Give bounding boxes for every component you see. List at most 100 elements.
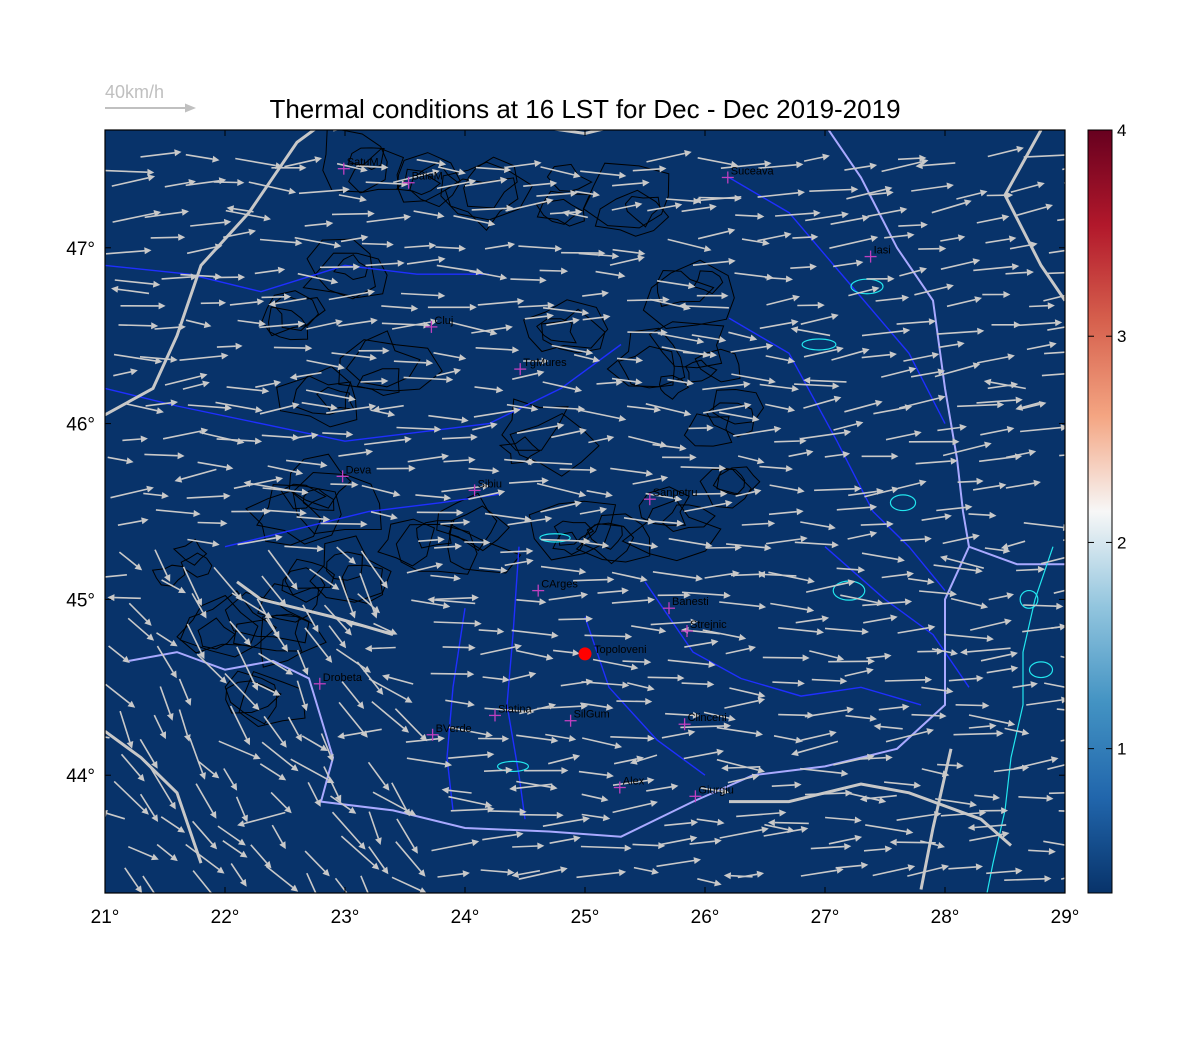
- wind-vector-shaft: [984, 547, 1004, 552]
- wind-vector-shaft: [803, 156, 824, 162]
- wind-vector-head: [851, 186, 859, 193]
- wind-vector-head: [458, 244, 466, 252]
- wind-vector: [296, 680, 308, 712]
- wind-vector: [516, 598, 547, 606]
- wind-vector-shaft: [484, 244, 509, 250]
- wind-vector: [705, 544, 742, 551]
- wind-vector: [1009, 241, 1038, 250]
- wind-vector: [508, 477, 549, 485]
- wind-vector-shaft: [261, 296, 285, 299]
- wind-vector: [921, 686, 954, 695]
- wind-vector-shaft: [586, 490, 607, 496]
- wind-vector: [1023, 602, 1064, 610]
- wind-vector: [1040, 556, 1065, 565]
- wind-vector-head: [147, 174, 156, 182]
- wind-vector-head: [225, 463, 234, 471]
- wind-vector: [468, 467, 500, 475]
- wind-vector-shaft: [139, 738, 155, 764]
- wind-vector-head: [170, 355, 178, 363]
- wind-vector: [443, 456, 476, 464]
- wind-vector: [1013, 756, 1059, 770]
- wind-vector: [588, 435, 615, 444]
- wind-vector: [976, 214, 1010, 224]
- wind-vector: [848, 286, 880, 297]
- wind-vector-head: [214, 243, 223, 251]
- wind-vector-shaft: [365, 262, 398, 267]
- wind-vector: [688, 424, 714, 432]
- wind-vector: [430, 574, 461, 582]
- wind-vector: [305, 389, 356, 402]
- wind-vector: [107, 594, 141, 602]
- wind-vector: [433, 352, 467, 361]
- wind-vector-shaft: [1005, 482, 1035, 489]
- wind-vector-head: [703, 245, 712, 252]
- wind-vector: [884, 781, 921, 789]
- wind-vector: [986, 665, 1019, 674]
- wind-vector-shaft: [340, 835, 375, 866]
- wind-vector-shaft: [1043, 294, 1065, 302]
- contour-line: [224, 670, 278, 725]
- wind-vector-head: [238, 273, 246, 281]
- wind-vector-head: [524, 458, 532, 466]
- wind-vector-head: [151, 322, 159, 330]
- wind-vector-head: [264, 860, 272, 869]
- wind-vector: [765, 355, 796, 364]
- wind-vector-head: [908, 366, 917, 374]
- wind-vector: [124, 867, 143, 893]
- wind-vector-head: [353, 263, 361, 271]
- wind-vector-head: [645, 698, 653, 705]
- wind-vector-head: [1000, 543, 1009, 550]
- wind-vector-shaft: [296, 516, 324, 520]
- wind-vector: [977, 353, 1015, 364]
- wind-vector-head: [137, 773, 145, 782]
- country-border-line: [105, 130, 317, 417]
- wind-vector-shaft: [840, 594, 878, 604]
- wind-vector: [719, 826, 769, 839]
- wind-vector-shaft: [225, 209, 265, 219]
- wind-vector-head: [107, 594, 115, 602]
- wind-vector-head: [905, 828, 914, 836]
- wind-vector: [734, 272, 774, 281]
- wind-vector: [724, 697, 766, 709]
- wind-vector: [622, 658, 652, 666]
- wind-vector-head: [435, 562, 444, 569]
- wind-vector-shaft: [482, 676, 503, 681]
- wind-vector-head: [561, 767, 569, 775]
- wind-vector: [562, 210, 588, 219]
- river-line: [728, 317, 946, 592]
- wind-vector-shaft: [1026, 699, 1062, 706]
- station-marker: Deva: [336, 464, 372, 483]
- wind-vector: [473, 407, 521, 418]
- wind-vector-shaft: [757, 192, 799, 198]
- wind-vector: [236, 646, 258, 691]
- wind-vector: [759, 383, 799, 392]
- wind-vector-shaft: [360, 550, 385, 584]
- wind-vector-shaft: [881, 369, 910, 378]
- wind-vector-head: [319, 906, 325, 914]
- wind-vector-shaft: [1023, 154, 1065, 158]
- wind-vector-head: [585, 348, 594, 356]
- wind-vector: [261, 741, 299, 772]
- wind-vector: [309, 568, 340, 590]
- wind-vector-head: [134, 563, 143, 571]
- wind-vector-shaft: [860, 523, 887, 526]
- wind-vector: [302, 604, 319, 633]
- wind-vector-head: [335, 319, 343, 326]
- wind-vector-head: [749, 334, 758, 342]
- wind-vector-shaft: [719, 601, 760, 608]
- wind-vector-head: [539, 276, 547, 284]
- wind-vector: [480, 643, 522, 656]
- wind-vector-head: [960, 648, 968, 656]
- wind-vector: [972, 482, 1007, 491]
- station-marker: Banesti: [663, 596, 709, 615]
- wind-vector-shaft: [548, 756, 574, 765]
- wind-vector-head: [950, 457, 958, 465]
- wind-vector: [323, 766, 342, 803]
- wind-vector-shaft: [516, 425, 558, 434]
- wind-vector-shaft: [473, 409, 515, 418]
- wind-vector-shaft: [250, 844, 268, 864]
- wind-vector-head: [711, 639, 719, 646]
- station-marker: Giurgiu: [689, 784, 734, 803]
- wind-vector-head: [181, 208, 189, 216]
- wind-vector: [191, 820, 218, 850]
